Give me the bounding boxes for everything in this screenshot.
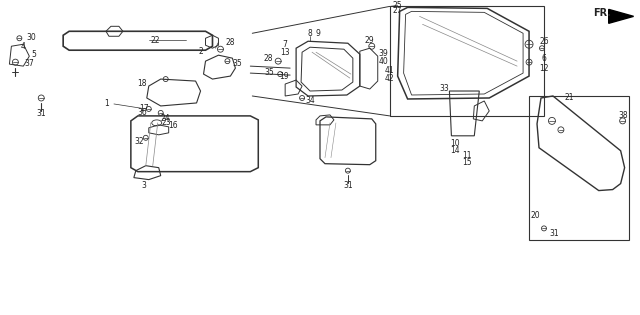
Text: 22: 22: [151, 36, 161, 45]
Text: 8: 8: [308, 29, 312, 38]
Text: 38: 38: [619, 112, 628, 120]
Text: 14: 14: [451, 146, 460, 155]
Text: 16: 16: [168, 121, 177, 130]
Text: 3: 3: [141, 181, 146, 190]
Text: 20: 20: [530, 211, 540, 220]
Text: 5: 5: [32, 50, 36, 59]
Text: 29: 29: [365, 36, 374, 45]
Text: 4: 4: [21, 42, 26, 51]
Text: 18: 18: [137, 78, 147, 88]
Text: 26: 26: [539, 37, 548, 46]
Text: 11: 11: [463, 151, 472, 160]
Text: 12: 12: [540, 64, 548, 73]
Text: 37: 37: [24, 59, 34, 68]
Text: 6: 6: [541, 54, 547, 63]
Text: 25: 25: [393, 1, 403, 10]
Text: 23: 23: [162, 118, 172, 127]
Text: 41: 41: [385, 66, 394, 75]
Text: 10: 10: [451, 139, 460, 148]
Text: 34: 34: [305, 96, 315, 106]
Text: 7: 7: [283, 40, 287, 49]
Text: 31: 31: [36, 109, 46, 118]
Text: 31: 31: [343, 181, 353, 190]
Text: 9: 9: [316, 29, 321, 38]
Text: 36: 36: [137, 108, 147, 117]
Bar: [529, 96, 628, 240]
Text: 39: 39: [379, 49, 388, 58]
Text: 19: 19: [279, 72, 289, 81]
Text: 2: 2: [198, 47, 203, 56]
Text: 40: 40: [379, 57, 388, 66]
Text: 28: 28: [264, 54, 273, 63]
Text: 13: 13: [280, 48, 290, 57]
Polygon shape: [609, 9, 634, 23]
Text: 42: 42: [385, 74, 394, 83]
Text: 31: 31: [549, 229, 559, 238]
Text: 35: 35: [232, 59, 243, 68]
Text: 21: 21: [564, 94, 573, 102]
Text: 33: 33: [440, 83, 449, 93]
Text: 27: 27: [393, 6, 403, 15]
Text: 30: 30: [26, 33, 36, 42]
Text: 24: 24: [161, 114, 170, 123]
Text: 1: 1: [104, 100, 109, 108]
Text: 28: 28: [226, 38, 235, 47]
Text: 17: 17: [139, 105, 148, 113]
Bar: [390, 6, 544, 116]
Text: 35: 35: [264, 68, 274, 77]
Text: 32: 32: [134, 137, 143, 146]
Text: FR.: FR.: [593, 9, 611, 18]
Text: 15: 15: [463, 158, 472, 167]
